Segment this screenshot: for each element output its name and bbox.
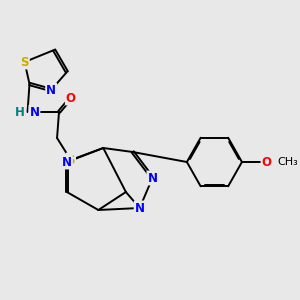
- Text: O: O: [262, 155, 272, 169]
- Text: S: S: [67, 154, 75, 166]
- Text: N: N: [135, 202, 145, 214]
- Text: N: N: [147, 172, 158, 184]
- Text: N: N: [46, 83, 56, 97]
- Text: O: O: [66, 92, 76, 104]
- Text: S: S: [20, 56, 29, 68]
- Text: CH₃: CH₃: [278, 157, 298, 167]
- Text: N: N: [62, 155, 72, 169]
- Text: H: H: [15, 106, 25, 118]
- Text: N: N: [29, 106, 39, 118]
